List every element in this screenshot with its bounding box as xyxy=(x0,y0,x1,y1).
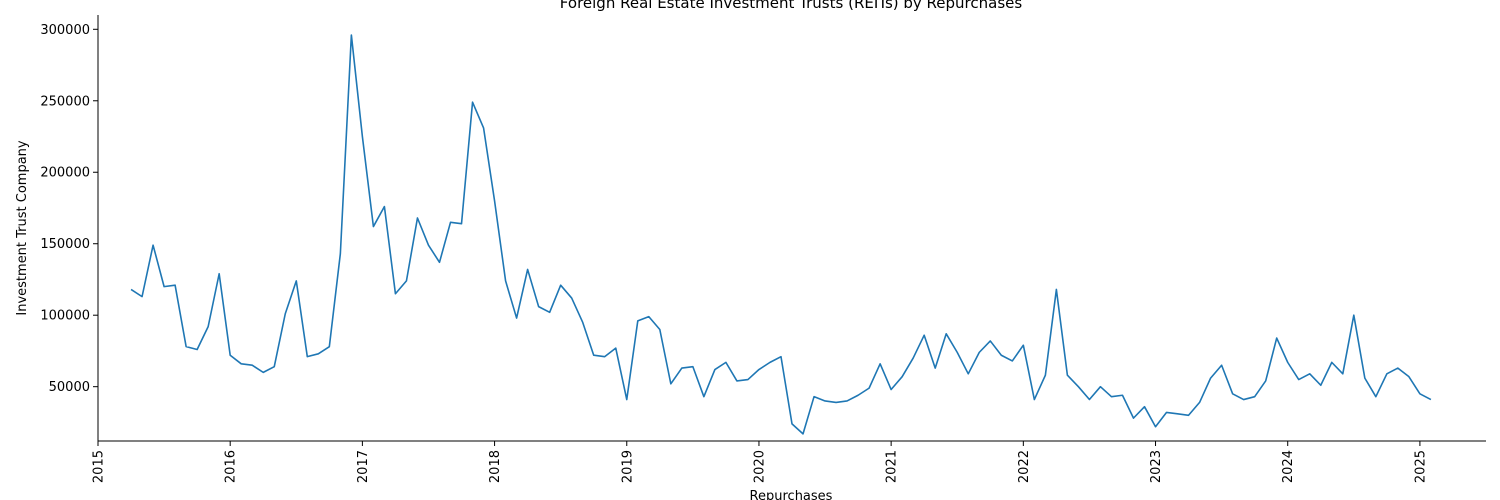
series-line xyxy=(130,34,1432,435)
y-tick-label: 200000 xyxy=(40,166,90,181)
x-tick-label: 2016 xyxy=(224,450,239,483)
x-tick-label: 2020 xyxy=(752,450,767,483)
y-tick-label: 150000 xyxy=(40,237,90,252)
y-axis-title: Investment Trust Company xyxy=(15,140,30,316)
y-tick-label: 300000 xyxy=(40,23,90,38)
series-layer xyxy=(130,34,1432,435)
x-tick-label: 2022 xyxy=(1017,450,1032,483)
x-tick-label: 2019 xyxy=(620,450,635,483)
x-tick-label: 2024 xyxy=(1281,450,1296,483)
y-axis-ticks: 50000 100000 150000 200000 250000 300000 xyxy=(40,23,98,395)
x-tick-label: 2023 xyxy=(1149,450,1164,483)
x-tick-label: 2015 xyxy=(92,450,107,483)
x-tick-label: 2025 xyxy=(1413,450,1428,483)
x-axis-ticks: 2015 2016 2017 2018 2019 2020 2021 2022 2023 2024… xyxy=(92,441,1428,483)
x-tick-label: 2021 xyxy=(885,450,900,483)
x-tick-label: 2017 xyxy=(356,450,371,483)
y-tick-label: 100000 xyxy=(40,309,90,324)
x-axis-title: Repurchases xyxy=(750,489,833,500)
chart-title: Foreign Real Estate Investment Trusts (R… xyxy=(560,0,1023,12)
x-tick-label: 2018 xyxy=(488,450,503,483)
y-tick-label: 50000 xyxy=(49,380,90,395)
y-tick-label: 250000 xyxy=(40,94,90,109)
